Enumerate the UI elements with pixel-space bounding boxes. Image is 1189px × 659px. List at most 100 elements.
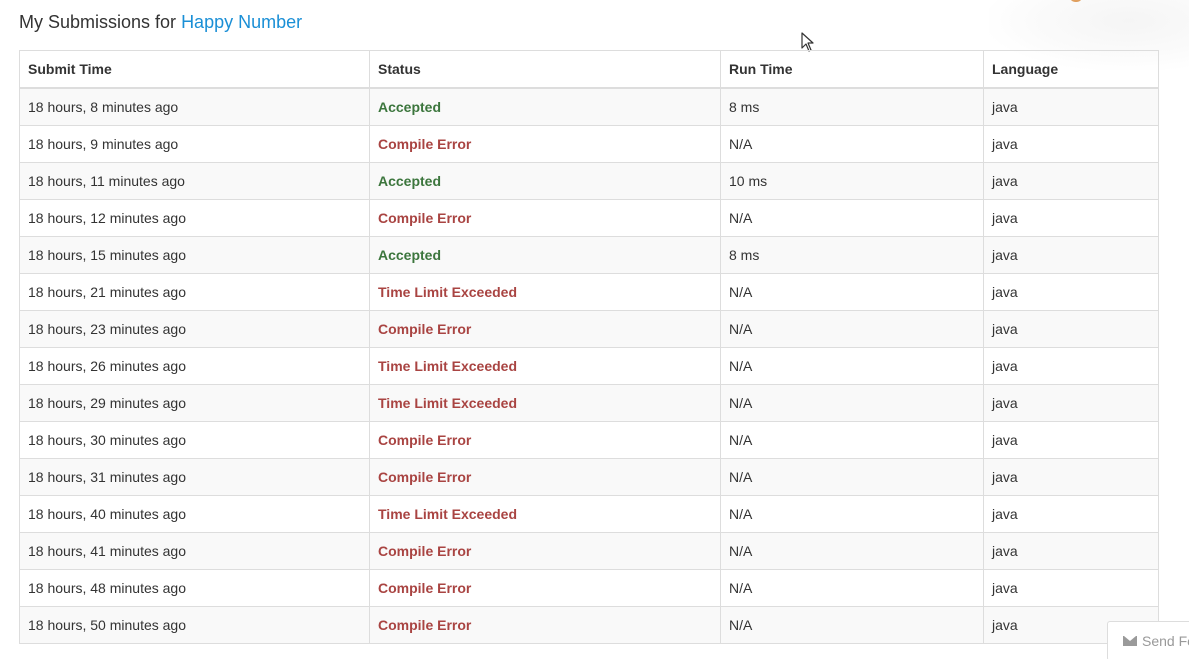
status-cell: Accepted: [369, 162, 721, 200]
run-time-cell: N/A: [720, 532, 984, 570]
table-row: 18 hours, 29 minutes ago Time Limit Excee…: [19, 384, 1159, 422]
language-cell: java: [983, 310, 1159, 348]
language-cell: java: [983, 162, 1159, 200]
run-time-cell: N/A: [720, 273, 984, 311]
run-time-cell: N/A: [720, 606, 984, 644]
status-cell: Compile Error: [369, 606, 721, 644]
run-time-cell: N/A: [720, 384, 984, 422]
column-header-run-time: Run Time: [720, 50, 984, 89]
run-time-cell: 10 ms: [720, 162, 984, 200]
status-cell: Compile Error: [369, 199, 721, 237]
status-cell: Time Limit Exceeded: [369, 273, 721, 311]
submit-time-cell: 18 hours, 15 minutes ago: [19, 236, 370, 274]
send-feedback-label: Send Fe: [1142, 633, 1189, 649]
submit-time-cell: 18 hours, 48 minutes ago: [19, 569, 370, 607]
table-row: 18 hours, 8 minutes ago Accepted 8 ms java: [19, 87, 1159, 126]
submissions-table: Submit Time Status Run Time Language 18 …: [19, 50, 1159, 644]
status-cell: Time Limit Exceeded: [369, 495, 721, 533]
status-link[interactable]: Accepted: [378, 173, 442, 189]
submit-time-cell: 18 hours, 29 minutes ago: [19, 384, 370, 422]
table-row: 18 hours, 12 minutes ago Compile Error N/A…: [19, 199, 1159, 237]
table-row: 18 hours, 41 minutes ago Compile Error N/A…: [19, 532, 1159, 570]
column-header-language: Language: [983, 50, 1159, 89]
table-row: 18 hours, 9 minutes ago Compile Error N/A j…: [19, 125, 1159, 163]
language-cell: java: [983, 347, 1159, 385]
status-link[interactable]: Compile Error: [378, 543, 472, 559]
submissions-table-body: 18 hours, 8 minutes ago Accepted 8 ms java 1…: [19, 87, 1159, 644]
language-cell: java: [983, 236, 1159, 274]
send-feedback-button[interactable]: Send Fe: [1107, 621, 1189, 659]
decorative-dot: [1070, 0, 1082, 2]
run-time-cell: N/A: [720, 421, 984, 459]
submit-time-cell: 18 hours, 40 minutes ago: [19, 495, 370, 533]
run-time-cell: 8 ms: [720, 87, 984, 126]
submit-time-cell: 18 hours, 9 minutes ago: [19, 125, 370, 163]
status-cell: Time Limit Exceeded: [369, 384, 721, 422]
status-link[interactable]: Time Limit Exceeded: [378, 506, 518, 522]
status-link[interactable]: Time Limit Exceeded: [378, 358, 518, 374]
column-header-submit-time: Submit Time: [19, 50, 370, 89]
status-link[interactable]: Accepted: [378, 247, 442, 263]
language-cell: java: [983, 421, 1159, 459]
status-cell: Accepted: [369, 87, 721, 126]
run-time-cell: N/A: [720, 347, 984, 385]
column-header-status: Status: [369, 50, 721, 89]
status-link[interactable]: Compile Error: [378, 580, 472, 596]
table-header-row: Submit Time Status Run Time Language: [19, 50, 1159, 89]
run-time-cell: 8 ms: [720, 236, 984, 274]
submit-time-cell: 18 hours, 8 minutes ago: [19, 87, 370, 126]
run-time-cell: N/A: [720, 569, 984, 607]
table-row: 18 hours, 23 minutes ago Compile Error N/A…: [19, 310, 1159, 348]
language-cell: java: [983, 569, 1159, 607]
table-row: 18 hours, 26 minutes ago Time Limit Excee…: [19, 347, 1159, 385]
status-cell: Compile Error: [369, 310, 721, 348]
status-link[interactable]: Compile Error: [378, 136, 472, 152]
status-link[interactable]: Accepted: [378, 99, 442, 115]
status-link[interactable]: Compile Error: [378, 469, 472, 485]
status-cell: Accepted: [369, 236, 721, 274]
run-time-cell: N/A: [720, 495, 984, 533]
status-cell: Compile Error: [369, 532, 721, 570]
table-row: 18 hours, 15 minutes ago Accepted 8 ms java: [19, 236, 1159, 274]
submit-time-cell: 18 hours, 11 minutes ago: [19, 162, 370, 200]
page-title-prefix: My Submissions for: [19, 12, 177, 32]
run-time-cell: N/A: [720, 310, 984, 348]
language-cell: java: [983, 87, 1159, 126]
submit-time-cell: 18 hours, 12 minutes ago: [19, 199, 370, 237]
status-cell: Compile Error: [369, 569, 721, 607]
run-time-cell: N/A: [720, 125, 984, 163]
status-link[interactable]: Time Limit Exceeded: [378, 395, 518, 411]
status-link[interactable]: Compile Error: [378, 321, 472, 337]
submit-time-cell: 18 hours, 26 minutes ago: [19, 347, 370, 385]
run-time-cell: N/A: [720, 458, 984, 496]
submit-time-cell: 18 hours, 50 minutes ago: [19, 606, 370, 644]
status-cell: Time Limit Exceeded: [369, 347, 721, 385]
language-cell: java: [983, 495, 1159, 533]
table-row: 18 hours, 50 minutes ago Compile Error N/A…: [19, 606, 1159, 644]
language-cell: java: [983, 273, 1159, 311]
status-link[interactable]: Compile Error: [378, 210, 472, 226]
language-cell: java: [983, 458, 1159, 496]
status-cell: Compile Error: [369, 125, 721, 163]
submit-time-cell: 18 hours, 41 minutes ago: [19, 532, 370, 570]
mail-icon: [1123, 636, 1137, 646]
table-row: 18 hours, 30 minutes ago Compile Error N/A…: [19, 421, 1159, 459]
language-cell: java: [983, 532, 1159, 570]
status-cell: Compile Error: [369, 421, 721, 459]
status-cell: Compile Error: [369, 458, 721, 496]
table-row: 18 hours, 31 minutes ago Compile Error N/A…: [19, 458, 1159, 496]
page-title: My Submissions for Happy Number: [19, 11, 302, 33]
language-cell: java: [983, 125, 1159, 163]
submit-time-cell: 18 hours, 23 minutes ago: [19, 310, 370, 348]
mouse-cursor-icon: [801, 32, 814, 52]
status-link[interactable]: Compile Error: [378, 617, 472, 633]
submit-time-cell: 18 hours, 30 minutes ago: [19, 421, 370, 459]
language-cell: java: [983, 384, 1159, 422]
problem-link[interactable]: Happy Number: [181, 12, 303, 32]
status-link[interactable]: Time Limit Exceeded: [378, 284, 518, 300]
submit-time-cell: 18 hours, 21 minutes ago: [19, 273, 370, 311]
language-cell: java: [983, 199, 1159, 237]
table-row: 18 hours, 48 minutes ago Compile Error N/A…: [19, 569, 1159, 607]
status-link[interactable]: Compile Error: [378, 432, 472, 448]
